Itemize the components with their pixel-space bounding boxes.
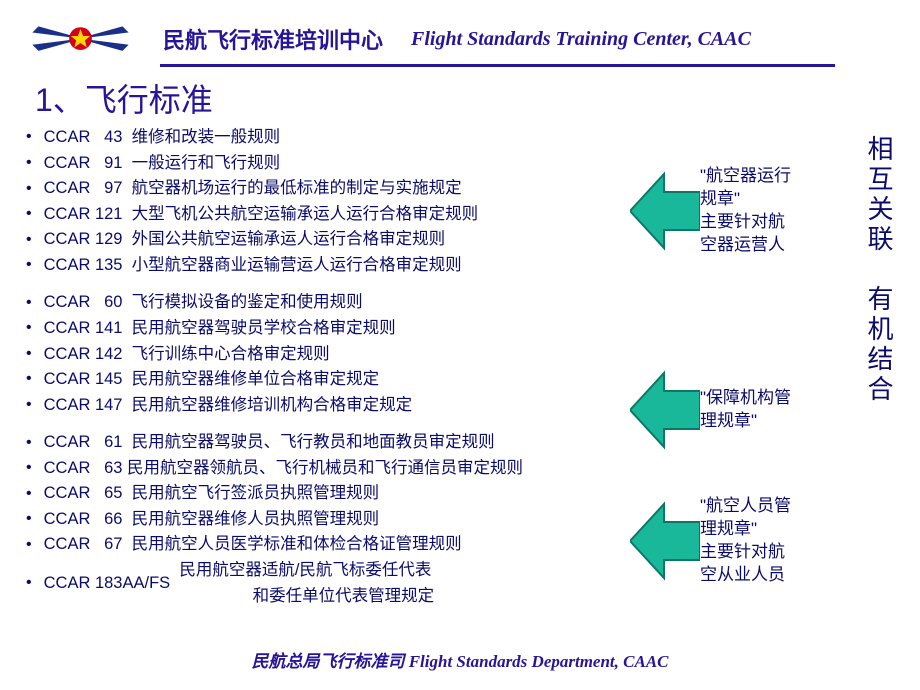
- bullet-icon: •: [26, 151, 32, 176]
- regulation-code: CCAR 145: [44, 367, 123, 393]
- regulation-code: CCAR 142: [44, 342, 123, 368]
- regulation-label: 外国公共航空运输承运人运行合格审定规则: [122, 227, 445, 253]
- page-header: 民航飞行标准培训中心 Flight Standards Training Cen…: [0, 0, 920, 60]
- bullet-icon: •: [26, 507, 32, 532]
- regulation-item: • CCAR 129 外国公共航空运输承运人运行合格审定规则: [26, 227, 650, 253]
- regulation-code: CCAR 91: [44, 151, 123, 177]
- regulation-item: • CCAR 63 民用航空器领航员、飞行机械员和飞行通信员审定规则: [26, 456, 650, 482]
- regulation-label: 民用航空器驾驶员、飞行教员和地面教员审定规则: [122, 430, 494, 456]
- bullet-icon: •: [26, 253, 32, 278]
- arrow-left-icon: [630, 365, 700, 455]
- regulation-group: • CCAR 43 维修和改装一般规则 • CCAR 91 一般运行和飞行规则 • CCA…: [26, 125, 650, 278]
- regulation-label: 民用航空器维修人员执照管理规则: [122, 507, 379, 533]
- regulation-item: • CCAR 135 小型航空器商业运输营运人运行合格审定规则: [26, 253, 650, 279]
- regulation-code: CCAR 147: [44, 393, 123, 419]
- regulation-label: 航空器机场运行的最低标准的制定与实施规定: [122, 176, 461, 202]
- bullet-icon: •: [26, 367, 32, 392]
- regulation-item: • CCAR 65 民用航空飞行签派员执照管理规则: [26, 481, 650, 507]
- annotation-text: "保障机构管理规章": [700, 387, 800, 433]
- regulation-code: CCAR 129: [44, 227, 123, 253]
- regulation-code: CCAR 65: [44, 481, 123, 507]
- arrow-left-icon: [630, 496, 700, 586]
- regulation-item: • CCAR 66 民用航空器维修人员执照管理规则: [26, 507, 650, 533]
- bullet-icon: •: [26, 533, 32, 558]
- regulation-code: CCAR 61: [44, 430, 123, 456]
- regulation-item: • CCAR 43 维修和改装一般规则: [26, 125, 650, 151]
- content-area: • CCAR 43 维修和改装一般规则 • CCAR 91 一般运行和飞行规则 • CCA…: [0, 125, 920, 621]
- page-title: 1、飞行标准: [35, 75, 920, 121]
- bullet-icon: •: [26, 393, 32, 418]
- arrow-left-icon: [630, 166, 700, 256]
- bullet-icon: •: [26, 125, 32, 150]
- header-rule: [160, 64, 835, 67]
- side-vertical-text: 相互关联 有机结合: [861, 135, 898, 595]
- regulation-code: CCAR 141: [44, 316, 123, 342]
- regulation-label: 维修和改装一般规则: [122, 125, 280, 151]
- regulation-label: 民用航空飞行签派员执照管理规则: [122, 481, 379, 507]
- regulation-code: CCAR 121: [44, 202, 123, 228]
- regulation-code: CCAR 135: [44, 253, 123, 279]
- regulation-code: CCAR 97: [44, 176, 123, 202]
- regulation-item: • CCAR 147 民用航空器维修培训机构合格审定规定: [26, 393, 650, 419]
- regulation-label: 小型航空器商业运输营运人运行合格审定规则: [122, 253, 461, 279]
- regulation-code: CCAR 60: [44, 290, 123, 316]
- annotation-block: "保障机构管理规章": [630, 365, 800, 455]
- regulation-label: 飞行训练中心合格审定规则: [122, 342, 329, 368]
- bullet-icon: •: [26, 456, 32, 481]
- regulation-label: 民用航空器维修单位合格审定规定: [122, 367, 379, 393]
- regulation-label: 大型飞机公共航空运输承运人运行合格审定规则: [122, 202, 478, 228]
- header-title-en: Flight Standards Training Center, CAAC: [411, 28, 751, 51]
- regulation-code: CCAR 66: [44, 507, 123, 533]
- regulation-code: CCAR 43: [44, 125, 123, 151]
- bullet-icon: •: [26, 291, 32, 316]
- bullet-icon: •: [26, 316, 32, 341]
- regulations-list: • CCAR 43 维修和改装一般规则 • CCAR 91 一般运行和飞行规则 • CCA…: [0, 125, 650, 621]
- caac-emblem: [28, 19, 133, 59]
- regulation-item: • CCAR 141 民用航空器驾驶员学校合格审定规则: [26, 316, 650, 342]
- regulation-item: • CCAR 183AA/FS 民用航空器适航/民航飞标委任代表 和委任单位代表管…: [26, 558, 650, 609]
- bullet-icon: •: [26, 228, 32, 253]
- bullet-icon: •: [26, 202, 32, 227]
- page-footer: 民航总局飞行标准司 Flight Standards Department, C…: [0, 647, 920, 672]
- regulation-label: 民用航空人员医学标准和体检合格证管理规则: [122, 532, 461, 558]
- annotation-block: "航空人员管理规章" 主要针对航空从业人员: [630, 495, 800, 587]
- regulation-code: CCAR 67: [44, 532, 123, 558]
- regulation-item: • CCAR 121 大型飞机公共航空运输承运人运行合格审定规则: [26, 202, 650, 228]
- regulation-item: • CCAR 61 民用航空器驾驶员、飞行教员和地面教员审定规则: [26, 430, 650, 456]
- regulation-label: 民用航空器领航员、飞行机械员和飞行通信员审定规则: [122, 456, 523, 482]
- regulation-group: • CCAR 60 飞行模拟设备的鉴定和使用规则 • CCAR 141 民用航空器驾驶…: [26, 290, 650, 418]
- regulation-item: • CCAR 91 一般运行和飞行规则: [26, 151, 650, 177]
- regulation-item: • CCAR 60 飞行模拟设备的鉴定和使用规则: [26, 290, 650, 316]
- bullet-icon: •: [26, 571, 32, 596]
- bullet-icon: •: [26, 342, 32, 367]
- regulation-code: CCAR 183AA/FS: [44, 571, 171, 597]
- bullet-icon: •: [26, 177, 32, 202]
- regulation-label: 一般运行和飞行规则: [122, 151, 280, 177]
- regulation-label: 民用航空器维修培训机构合格审定规定: [122, 393, 412, 419]
- regulation-item: • CCAR 142 飞行训练中心合格审定规则: [26, 342, 650, 368]
- annotation-block: "航空器运行规章" 主要针对航空器运营人: [630, 165, 800, 257]
- annotation-text: "航空器运行规章" 主要针对航空器运营人: [700, 165, 800, 257]
- header-title-cn: 民航飞行标准培训中心: [163, 23, 383, 55]
- regulation-label: 飞行模拟设备的鉴定和使用规则: [122, 290, 362, 316]
- regulation-item: • CCAR 145 民用航空器维修单位合格审定规定: [26, 367, 650, 393]
- regulation-item: • CCAR 97 航空器机场运行的最低标准的制定与实施规定: [26, 176, 650, 202]
- bullet-icon: •: [26, 431, 32, 456]
- regulation-group: • CCAR 61 民用航空器驾驶员、飞行教员和地面教员审定规则• CCAR 63 …: [26, 430, 650, 609]
- regulation-code: CCAR 63: [44, 456, 123, 482]
- annotation-text: "航空人员管理规章" 主要针对航空从业人员: [700, 495, 800, 587]
- regulation-label: 民用航空器适航/民航飞标委任代表 和委任单位代表管理规定: [170, 558, 434, 609]
- bullet-icon: •: [26, 482, 32, 507]
- regulation-label: 民用航空器驾驶员学校合格审定规则: [122, 316, 395, 342]
- regulation-item: • CCAR 67 民用航空人员医学标准和体检合格证管理规则: [26, 532, 650, 558]
